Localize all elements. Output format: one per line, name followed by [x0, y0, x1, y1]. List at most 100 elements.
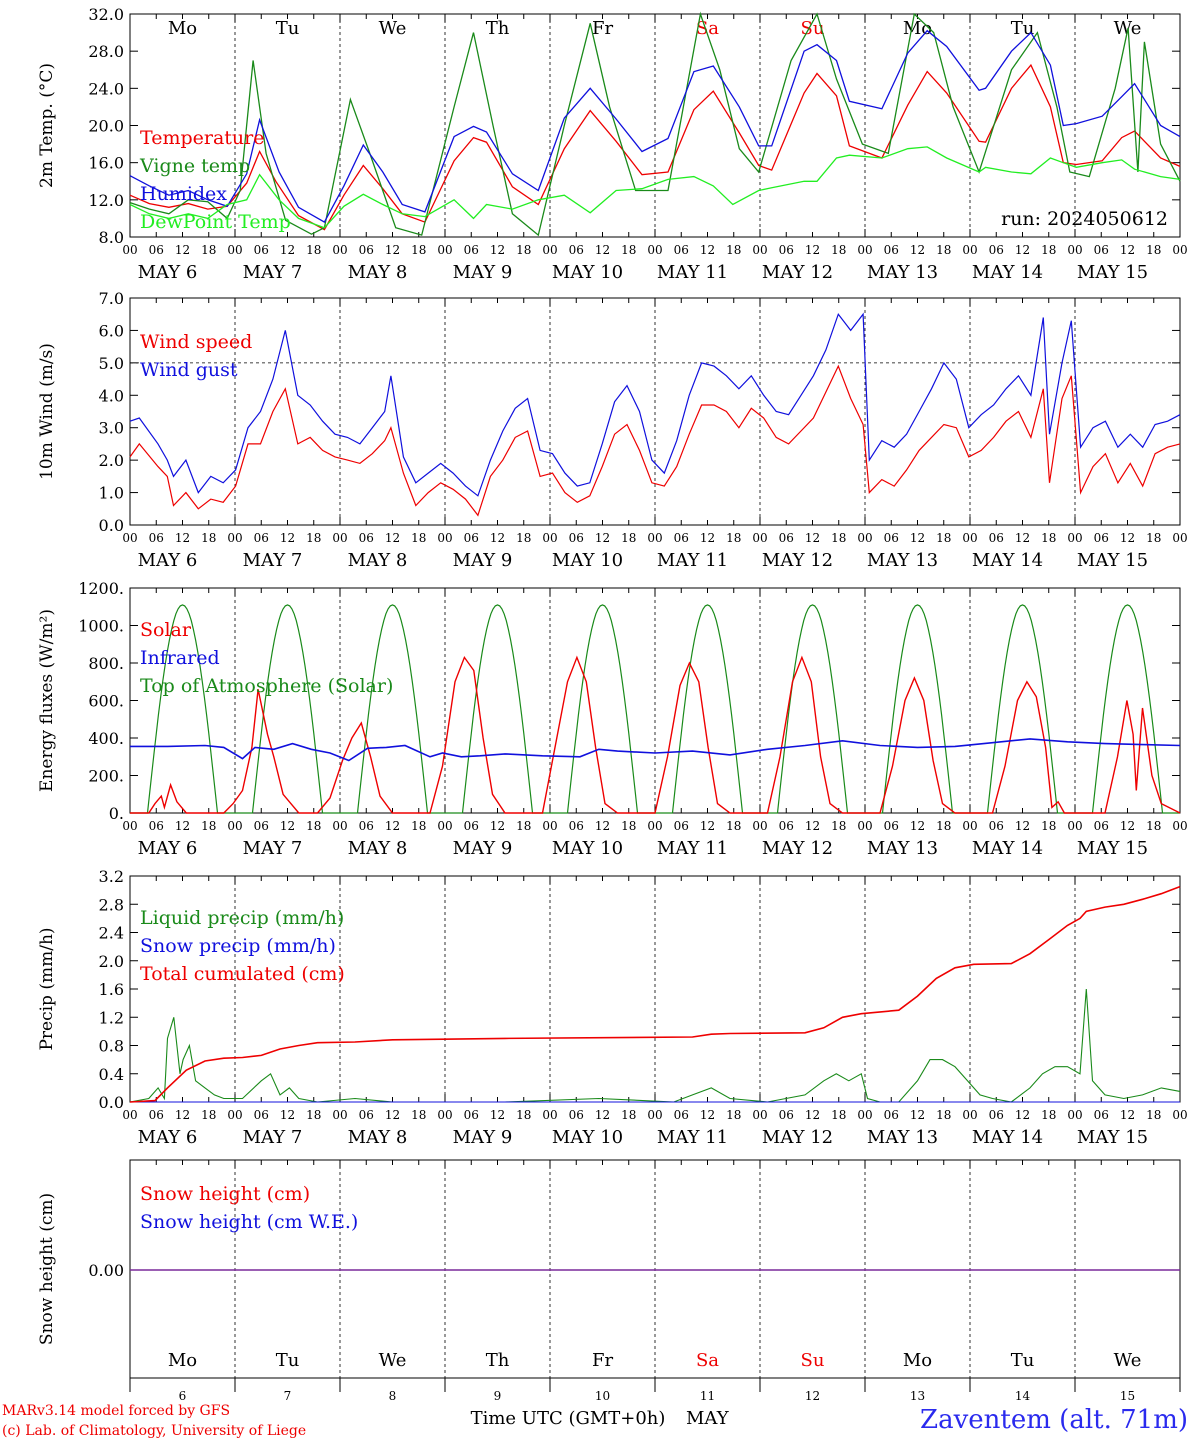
- hour-tick-label: 06: [1094, 243, 1109, 257]
- y-tick-label: 3.2: [99, 867, 124, 886]
- date-label: MAY 13: [867, 1127, 938, 1148]
- hour-tick-label: 06: [149, 819, 164, 833]
- hour-tick-label: 12: [175, 819, 190, 833]
- hour-tick-label: 06: [779, 1108, 794, 1122]
- time-axis-label: Time UTC (GMT+0h): [471, 1408, 666, 1429]
- y-tick-label: 12.0: [88, 191, 124, 210]
- legend-wind-gust: Wind gust: [140, 359, 238, 381]
- day-name: Fr: [592, 18, 613, 39]
- hour-tick-label: 00: [647, 819, 662, 833]
- hour-tick-label: 18: [621, 243, 636, 257]
- hour-tick-label: 06: [359, 243, 374, 257]
- legend-dewpoint-temp: DewPoint Temp: [140, 211, 291, 233]
- day-number: 8: [389, 1389, 397, 1403]
- date-label: MAY 15: [1077, 838, 1148, 859]
- hour-tick-label: 06: [569, 1108, 584, 1122]
- day-number: 15: [1120, 1389, 1135, 1403]
- hour-tick-label: 18: [936, 819, 951, 833]
- hour-tick-label: 18: [1041, 243, 1056, 257]
- y-axis-label-4: Precip (mm/h): [37, 927, 57, 1050]
- hour-tick-label: 00: [227, 1108, 242, 1122]
- hour-tick-label: 00: [332, 531, 347, 545]
- hour-tick-label: 12: [280, 531, 295, 545]
- day-number: 10: [595, 1389, 610, 1403]
- hour-tick-label: 18: [516, 531, 531, 545]
- hour-tick-label: 18: [831, 1108, 846, 1122]
- hour-tick-label: 12: [280, 1108, 295, 1122]
- day-name: Su: [801, 1350, 825, 1371]
- hour-tick-label: 00: [1172, 1108, 1187, 1122]
- day-name: Mo: [168, 1350, 197, 1371]
- legend-snow-height-cm-w-e-: Snow height (cm W.E.): [140, 1211, 358, 1233]
- hour-tick-label: 18: [411, 819, 426, 833]
- hour-tick-label: 00: [752, 819, 767, 833]
- date-label: MAY 8: [348, 262, 408, 283]
- hour-tick-label: 18: [936, 531, 951, 545]
- footer-model-credit: MARv3.14 model forced by GFS: [2, 1403, 230, 1419]
- date-label: MAY 12: [762, 1127, 833, 1148]
- hour-tick-label: 06: [674, 819, 689, 833]
- hour-tick-label: 00: [437, 819, 452, 833]
- hour-tick-label: 00: [227, 531, 242, 545]
- hour-tick-label: 18: [516, 1108, 531, 1122]
- y-tick-label: 1.0: [99, 484, 124, 503]
- hour-tick-label: 12: [910, 531, 925, 545]
- hour-tick-label: 00: [542, 243, 557, 257]
- hour-tick-label: 12: [175, 243, 190, 257]
- day-name: We: [379, 18, 407, 39]
- legend-snow-height-cm-: Snow height (cm): [140, 1183, 310, 1205]
- hour-tick-label: 18: [201, 819, 216, 833]
- hour-tick-label: 06: [884, 1108, 899, 1122]
- hour-tick-label: 00: [647, 1108, 662, 1122]
- hour-tick-label: 12: [805, 243, 820, 257]
- y-axis-label-1: 2m Temp. (°C): [37, 63, 57, 188]
- hour-tick-label: 18: [306, 531, 321, 545]
- series-wind-gust: [129, 312, 1181, 497]
- hour-tick-label: 06: [989, 531, 1004, 545]
- series-temperature: [129, 63, 1181, 231]
- station-label: Zaventem (alt. 71m): [920, 1405, 1188, 1435]
- hour-tick-label: 00: [962, 531, 977, 545]
- hour-tick-label: 18: [936, 243, 951, 257]
- series-total-cumulated-cm-: [129, 885, 1181, 1103]
- hour-tick-label: 12: [700, 1108, 715, 1122]
- hour-tick-label: 18: [1146, 819, 1161, 833]
- hour-tick-label: 06: [674, 1108, 689, 1122]
- hour-tick-label: 06: [884, 819, 899, 833]
- panel-frame-1: [129, 13, 1181, 238]
- date-label: MAY 8: [348, 550, 408, 571]
- hour-tick-label: 06: [254, 243, 269, 257]
- hour-tick-label: 12: [1015, 531, 1030, 545]
- hour-tick-label: 00: [752, 243, 767, 257]
- date-label: MAY 6: [138, 1127, 198, 1148]
- date-label: MAY 10: [552, 550, 623, 571]
- hour-tick-label: 06: [149, 1108, 164, 1122]
- hour-tick-label: 18: [831, 819, 846, 833]
- hour-tick-label: 00: [962, 243, 977, 257]
- hour-tick-label: 12: [910, 819, 925, 833]
- hour-tick-label: 06: [674, 531, 689, 545]
- hour-tick-label: 00: [857, 243, 872, 257]
- hour-tick-label: 18: [411, 1108, 426, 1122]
- legend-solar: Solar: [140, 619, 192, 641]
- hour-tick-label: 12: [385, 1108, 400, 1122]
- legend-vigne-temp: Vigne temp: [139, 155, 250, 177]
- date-label: MAY 10: [552, 262, 623, 283]
- hour-tick-label: 06: [989, 819, 1004, 833]
- hour-tick-label: 12: [805, 1108, 820, 1122]
- hour-tick-label: 18: [411, 531, 426, 545]
- date-label: MAY 8: [348, 838, 408, 859]
- y-axis-label-3: Energy fluxes (W/m²): [37, 609, 57, 792]
- hour-tick-label: 18: [726, 819, 741, 833]
- date-label: MAY 11: [657, 262, 728, 283]
- date-label: MAY 14: [972, 838, 1043, 859]
- day-number: 13: [910, 1389, 925, 1403]
- date-label: MAY 14: [972, 1127, 1043, 1148]
- y-tick-label: 28.0: [88, 42, 124, 61]
- hour-tick-label: 12: [1015, 1108, 1030, 1122]
- hour-tick-label: 00: [647, 243, 662, 257]
- hour-tick-label: 00: [227, 819, 242, 833]
- hour-tick-label: 06: [464, 243, 479, 257]
- series-infrared: [130, 738, 1181, 762]
- date-label: MAY 9: [453, 1127, 513, 1148]
